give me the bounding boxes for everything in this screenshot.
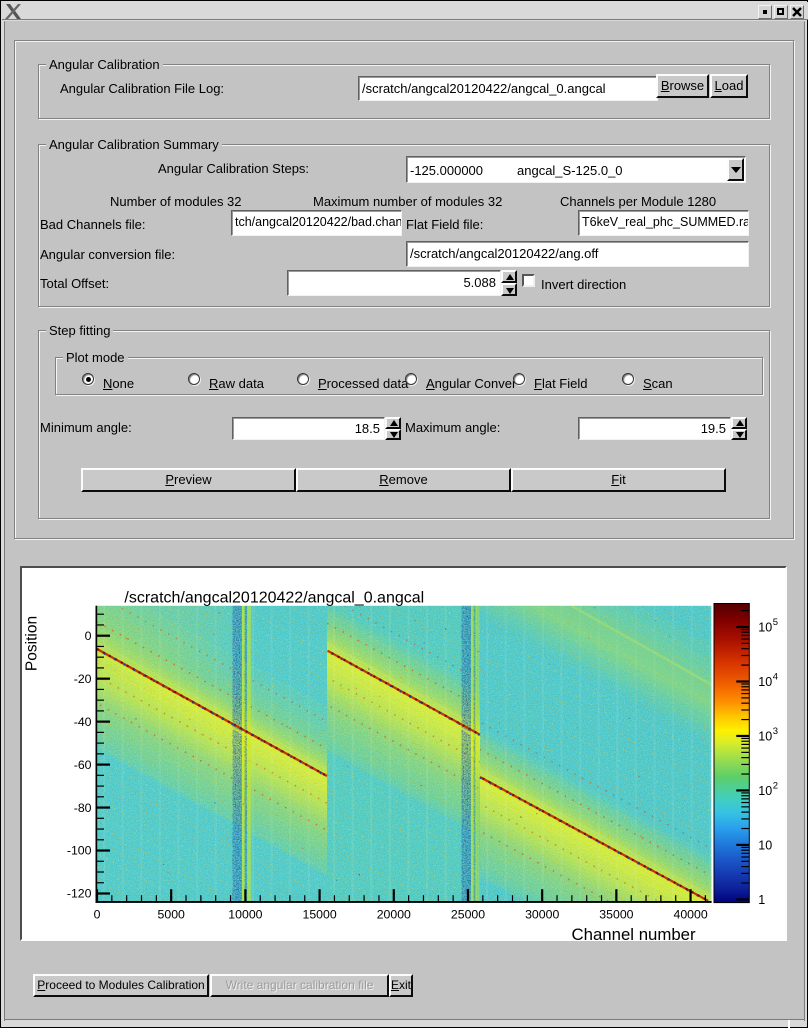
svg-text:-120: -120 [67, 887, 92, 901]
svg-text:35000: 35000 [599, 908, 633, 922]
svg-text:30000: 30000 [525, 908, 559, 922]
svg-text:10: 10 [758, 621, 772, 635]
svg-text:40000: 40000 [673, 908, 707, 922]
svg-text:3: 3 [773, 726, 778, 737]
svg-text:Channel number: Channel number [572, 925, 696, 941]
svg-text:15000: 15000 [302, 908, 336, 922]
svg-text:10000: 10000 [228, 908, 262, 922]
svg-text:/scratch/angcal20120422/angcal: /scratch/angcal20120422/angcal_0.angcal [124, 589, 424, 606]
svg-text:5000: 5000 [158, 908, 186, 922]
svg-text:-80: -80 [74, 801, 92, 815]
svg-text:10: 10 [758, 730, 772, 744]
svg-text:-20: -20 [74, 672, 92, 686]
svg-text:10: 10 [758, 838, 772, 852]
svg-text:5: 5 [773, 617, 778, 628]
svg-text:10: 10 [758, 675, 772, 689]
svg-text:1: 1 [758, 893, 765, 907]
svg-text:25000: 25000 [451, 908, 485, 922]
svg-text:0: 0 [85, 629, 92, 643]
svg-text:Position: Position [24, 616, 41, 671]
svg-text:0: 0 [94, 908, 101, 922]
svg-text:-100: -100 [67, 844, 92, 858]
svg-text:-40: -40 [74, 715, 92, 729]
svg-text:-60: -60 [74, 758, 92, 772]
svg-text:4: 4 [773, 672, 778, 683]
svg-text:2: 2 [773, 780, 778, 791]
svg-text:20000: 20000 [377, 908, 411, 922]
svg-text:10: 10 [758, 784, 772, 798]
